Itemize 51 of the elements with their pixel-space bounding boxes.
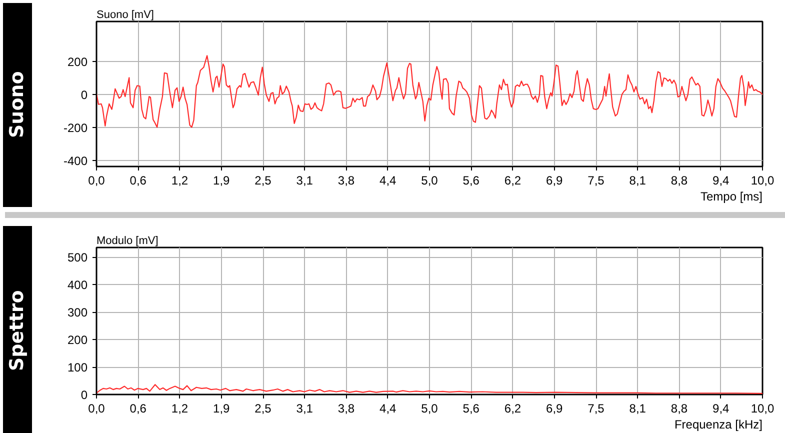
x-tick-label: 8,8	[670, 402, 688, 416]
x-tick-label: 4,4	[380, 402, 397, 416]
y-tick-label: -400	[63, 154, 88, 168]
y-tick-label: 300	[67, 306, 88, 320]
x-tick-label: 3,1	[296, 402, 314, 416]
x-tick-label: 5,0	[421, 174, 438, 188]
y-tick-label: 200	[67, 54, 88, 69]
x-tick-label: 0,6	[130, 402, 147, 416]
x-tick-label: 2,5	[254, 174, 272, 188]
x-tick-label: 5,6	[462, 402, 480, 416]
y-axis-title: Modulo [mV]	[96, 235, 158, 247]
y-tick-label: 0	[80, 88, 88, 102]
x-tick-label: 2,5	[254, 402, 272, 416]
text: Spettro	[5, 290, 29, 371]
x-tick-label: 3,8	[338, 174, 355, 188]
x-tick-label: 0,6	[130, 174, 147, 188]
x-tick-label: 8,8	[670, 174, 688, 188]
y-tick-label: 400	[67, 278, 88, 292]
x-tick-label: 3,1	[296, 174, 314, 188]
x-tick-label: 9,4	[712, 174, 730, 188]
x-tick-label: 0,0	[88, 402, 106, 416]
x-tick-label: 3,8	[338, 402, 355, 416]
x-axis-title: Frequenza [kHz]	[674, 418, 763, 432]
x-tick-label: 7,5	[588, 174, 605, 188]
x-tick-label: 1,2	[171, 174, 188, 188]
x-tick-label: 6,9	[546, 174, 564, 188]
text: Suono	[5, 72, 29, 138]
x-tick-label: 9,4	[712, 402, 730, 416]
x-tick-label: 10,0	[750, 174, 775, 188]
x-tick-label: 1,9	[213, 174, 230, 188]
x-tick-label: 6,2	[504, 174, 522, 188]
x-tick-label: 6,9	[546, 402, 564, 416]
x-tick-label: 5,0	[421, 402, 438, 416]
y-tick-label: 200	[67, 333, 88, 348]
y-tick-label: 500	[67, 250, 88, 265]
y-tick-label: 0	[80, 388, 88, 402]
x-tick-label: 1,9	[213, 402, 230, 416]
x-tick-label: 6,2	[504, 402, 522, 416]
x-tick-label: 8,1	[629, 402, 646, 416]
x-tick-label: 8,1	[629, 174, 646, 188]
y-axis-title: Suono [mV]	[96, 9, 154, 21]
x-tick-label: 1,2	[171, 402, 188, 416]
y-tick-label: 100	[67, 360, 88, 375]
y-tick-label: -200	[63, 121, 88, 136]
x-tick-label: 7,5	[588, 402, 605, 416]
x-tick-label: 0,0	[88, 174, 106, 188]
x-tick-label: 5,6	[462, 174, 480, 188]
x-tick-label: 4,4	[380, 174, 397, 188]
line-series	[96, 55, 762, 128]
x-axis-title: Tempo [ms]	[700, 190, 762, 204]
x-tick-label: 10,0	[750, 402, 775, 416]
